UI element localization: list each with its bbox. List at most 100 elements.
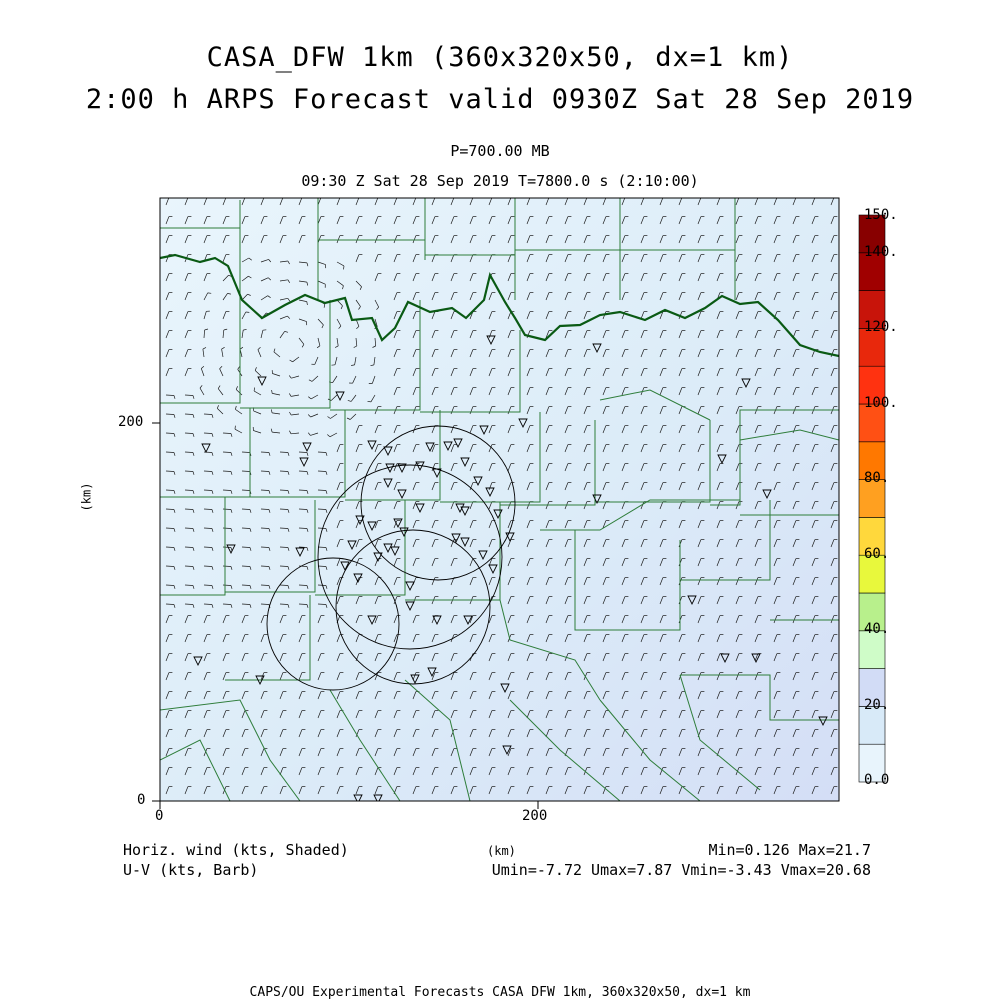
wind-barb: [564, 463, 569, 472]
wind-barb-flag: [323, 304, 326, 308]
y-tick-200: 200: [118, 414, 144, 430]
radar-station-marker: [353, 794, 363, 801]
wind-barb: [203, 603, 213, 605]
wind-barb-flag: [270, 428, 273, 433]
wind-barb-flag: [287, 315, 291, 319]
wind-barb: [488, 501, 493, 510]
wind-barb: [412, 786, 417, 795]
wind-barb: [298, 261, 308, 264]
wind-barb: [310, 432, 319, 436]
wind-barb: [830, 672, 835, 681]
wind-barb: [811, 729, 816, 738]
wind-barb: [507, 292, 512, 301]
wind-barb: [393, 387, 398, 396]
wind-barb: [830, 463, 835, 472]
wind-barb: [488, 748, 493, 757]
wind-barb: [773, 444, 778, 453]
wind-barb: [222, 235, 227, 244]
wind-barb: [488, 235, 493, 244]
wind-barb: [336, 634, 341, 643]
wind-barb: [659, 577, 664, 586]
wind-barb-flag: [306, 262, 309, 267]
wind-barb: [165, 672, 170, 681]
wind-barb: [507, 672, 512, 681]
wind-barb: [488, 710, 493, 719]
wind-barb-flag: [270, 409, 273, 413]
wind-barb: [659, 292, 664, 301]
wind-barb: [735, 539, 740, 548]
wind-barb: [545, 368, 550, 377]
wind-barb: [716, 615, 721, 624]
wind-barb: [217, 408, 224, 415]
wind-barb: [431, 672, 436, 681]
wind-barb: [583, 368, 588, 377]
colorbar-swatch: [858, 290, 886, 329]
wind-barb: [393, 482, 398, 491]
colorbar-label-20: 20.: [864, 697, 890, 713]
wind-barb: [260, 295, 268, 301]
wind-barb: [830, 387, 835, 396]
radar-range-rings: [266, 425, 516, 691]
wind-barb: [260, 489, 270, 491]
wind-barb: [374, 198, 379, 206]
wind-barb-flag: [173, 414, 176, 418]
wind-barb-flag: [192, 395, 195, 399]
wind-barb: [184, 527, 194, 529]
wind-barb: [184, 292, 189, 301]
wind-barb-flag: [199, 385, 203, 389]
wind-barb: [716, 406, 721, 415]
wind-barb: [488, 311, 493, 320]
wind-barb: [507, 406, 512, 415]
wind-barb: [374, 425, 379, 434]
wind-barb: [507, 710, 512, 719]
wind-barb: [298, 672, 303, 681]
wind-barb: [811, 387, 816, 396]
wind-barb: [716, 558, 721, 567]
wind-barb: [659, 406, 664, 415]
wind-barb: [659, 558, 664, 567]
wind-barb: [526, 482, 531, 491]
wind-barb-flag: [287, 585, 290, 589]
wind-barb: [184, 311, 189, 320]
wind-barb: [621, 292, 626, 301]
wind-barb: [165, 368, 170, 377]
wind-barb: [412, 634, 417, 643]
wind-barb: [716, 634, 721, 643]
wind-barb: [773, 254, 778, 263]
wind-barb: [811, 539, 816, 548]
wind-barb: [754, 577, 759, 586]
wind-barb: [773, 482, 778, 491]
wind-barb: [203, 292, 209, 301]
wind-barb: [830, 520, 835, 529]
wind-barb: [526, 368, 531, 377]
wind-barb-flag: [237, 366, 240, 370]
wind-barb: [374, 653, 379, 662]
wind-barb-flag: [289, 430, 292, 434]
wind-barb: [469, 349, 474, 358]
wind-barb-flag: [284, 331, 289, 333]
wind-barb: [488, 387, 493, 396]
wind-barb: [583, 216, 588, 225]
wind-barb-flag: [273, 348, 276, 353]
wind-barb: [754, 368, 759, 377]
wind-barb: [621, 368, 626, 377]
wind-barb: [469, 387, 474, 396]
wind-barb: [507, 273, 512, 282]
wind-barb: [279, 260, 288, 263]
radar-station-marker: [257, 376, 267, 387]
wind-barb: [602, 596, 607, 605]
wind-barb: [621, 444, 626, 453]
wind-barb-flag: [342, 285, 344, 290]
wind-barb: [811, 216, 816, 225]
wind-barb: [311, 375, 319, 382]
wind-barb: [317, 748, 322, 757]
wind-barb: [735, 748, 740, 757]
wind-barb: [279, 331, 285, 339]
wind-barb: [222, 432, 232, 434]
wind-barb: [329, 432, 338, 438]
wind-barb: [697, 198, 702, 206]
wind-barb: [469, 558, 474, 567]
wind-barb: [310, 394, 319, 400]
wind-barb: [773, 729, 778, 738]
wind-barb: [488, 330, 493, 339]
